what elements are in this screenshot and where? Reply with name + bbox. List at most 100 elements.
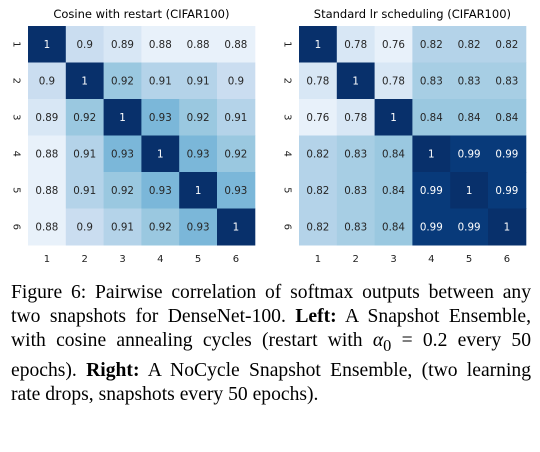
heatmap-cell — [488, 62, 527, 100]
heatmap-cell — [412, 172, 451, 209]
heatmap-cell — [488, 208, 527, 246]
cell-value-label: 0.91 — [73, 148, 96, 160]
caption-right-label: Right: — [86, 359, 140, 381]
heatmap-cell — [412, 62, 451, 100]
heatmap-cell — [412, 208, 451, 246]
caption-text-alpha-value: = 0.2 every 50 epochs). — [11, 330, 531, 381]
cell-value-label: 0.83 — [344, 221, 367, 233]
cell-value-label: 0.78 — [382, 75, 405, 87]
heatmap-cell — [299, 62, 338, 100]
cell-value-label: 0.88 — [149, 39, 172, 51]
cell-value-label: 0.9 — [77, 221, 93, 233]
cell-value-label: 1 — [428, 148, 435, 160]
y-tick-label: 3 — [282, 114, 293, 120]
cell-value-label: 0.88 — [187, 39, 210, 51]
cell-value-label: 0.99 — [458, 148, 481, 160]
cell-value-label: 0.99 — [495, 185, 518, 197]
heatmap-cell — [141, 62, 180, 100]
heatmap-cell — [412, 99, 451, 136]
cell-value-label: 0.89 — [35, 112, 58, 124]
cell-value-label: 0.92 — [73, 112, 96, 124]
cell-value-label: 0.93 — [187, 221, 210, 233]
heatmap-cell — [141, 172, 180, 209]
heatmap-cell — [450, 26, 489, 63]
y-tick-label: 4 — [282, 151, 293, 157]
heatmap-cell — [488, 26, 527, 63]
heatmap-cell — [299, 172, 338, 209]
heatmap-cell — [103, 62, 142, 100]
x-tick-label: 4 — [428, 254, 434, 265]
cell-value-label: 0.92 — [111, 75, 134, 87]
heatmap-panel-left: Cosine with restart (CIFAR100) 1 0.9 0.89 0.… — [11, 7, 256, 265]
cell-value-label: 0.93 — [111, 148, 134, 160]
cell-value-label: 1 — [466, 185, 473, 197]
heatmap-cell — [28, 26, 67, 63]
heatmap-cell — [336, 172, 376, 209]
heatmap-panel-right: Standard lr scheduling (CIFAR100) 1 0.78 0.… — [282, 7, 527, 265]
heatmap-cell — [336, 208, 376, 246]
heatmap-cell — [179, 62, 218, 100]
heatmap-cell — [374, 99, 413, 136]
cell-value-label: 0.84 — [420, 112, 443, 124]
cell-value-label: 0.78 — [344, 39, 367, 51]
heatmap-cell — [450, 208, 489, 246]
x-tick-label: 4 — [157, 254, 163, 265]
heatmap-cell — [28, 62, 67, 100]
heatmap-cell — [103, 99, 142, 136]
cell-value-label: 0.92 — [149, 221, 172, 233]
cell-value-label: 0.84 — [495, 112, 518, 124]
heatmap-cell — [65, 208, 105, 246]
x-tick-label: 6 — [233, 254, 239, 265]
cell-value-label: 1 — [81, 75, 88, 87]
cell-value-label: 0.88 — [35, 221, 58, 233]
cell-value-label: 1 — [315, 39, 322, 51]
heatmap-cell — [141, 135, 180, 173]
heatmap-cell — [488, 135, 527, 173]
cell-value-label: 0.83 — [420, 75, 443, 87]
heatmap-cell — [103, 208, 142, 246]
cell-value-label: 0.76 — [382, 39, 405, 51]
heatmap-cell — [141, 26, 180, 63]
heatmap-cell — [65, 26, 105, 63]
cell-value-label: 0.82 — [306, 148, 329, 160]
heatmap-cell — [299, 99, 338, 136]
cell-value-label: 0.93 — [149, 112, 172, 124]
heatmap-cell — [450, 135, 489, 173]
cell-value-label: 0.88 — [35, 148, 58, 160]
heatmap-cell — [412, 26, 451, 63]
heatmap-cell — [28, 208, 67, 246]
cell-value-label: 0.93 — [187, 148, 210, 160]
cell-value-label: 0.84 — [382, 221, 405, 233]
heatmap-cell — [336, 26, 376, 63]
cell-value-label: 0.91 — [111, 221, 134, 233]
heatmap-cell — [217, 208, 256, 246]
heatmap-title: Cosine with restart (CIFAR100) — [53, 7, 229, 21]
cell-value-label: 0.92 — [187, 112, 210, 124]
x-tick-label: 1 — [44, 254, 50, 265]
cell-value-label: 1 — [44, 39, 51, 51]
x-tick-label: 1 — [315, 254, 321, 265]
cell-value-label: 0.83 — [344, 148, 367, 160]
alpha-subscript: 0 — [383, 336, 392, 356]
cell-value-label: 1 — [390, 112, 397, 124]
cell-value-label: 0.99 — [458, 221, 481, 233]
caption-text-intro: Pairwise correlation of softmax outputs … — [11, 282, 532, 328]
x-tick-label: 6 — [504, 254, 510, 265]
heatmap-cell — [336, 62, 376, 100]
heatmap-cell — [179, 135, 218, 173]
x-tick-label: 5 — [466, 254, 472, 265]
heatmap-cell — [65, 99, 105, 136]
cell-value-label: 0.82 — [458, 39, 481, 51]
caption-text-left: A Snapshot Ensemble, with cosine anneali… — [11, 306, 531, 352]
heatmap-cell — [65, 172, 105, 209]
cell-value-label: 0.83 — [344, 185, 367, 197]
heatmap-cell — [374, 208, 413, 246]
cell-value-label: 0.82 — [495, 39, 518, 51]
heatmap-cell — [103, 172, 142, 209]
cell-value-label: 1 — [157, 148, 164, 160]
figure-caption: Figure 6: Pairwise correlation of softma… — [11, 281, 531, 407]
x-tick-label: 3 — [390, 254, 396, 265]
heatmap-cell — [179, 26, 218, 63]
cell-value-label: 0.91 — [73, 185, 96, 197]
heatmap-cell — [217, 135, 256, 173]
